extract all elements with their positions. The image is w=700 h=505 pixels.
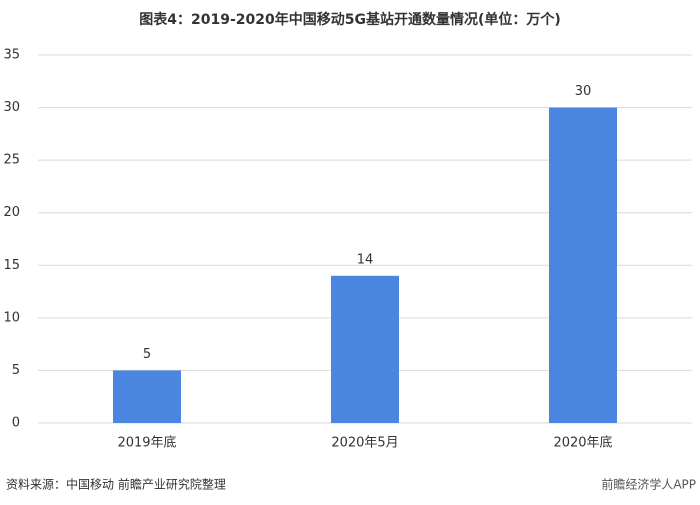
y-tick-label: 5	[12, 363, 20, 378]
y-tick-label: 35	[3, 48, 20, 63]
y-tick-label: 10	[3, 310, 20, 325]
bar	[113, 370, 181, 423]
y-tick-label: 20	[3, 205, 20, 220]
x-tick-label: 2020年底	[553, 435, 612, 451]
brand-label: 前瞻经济学人APP	[601, 477, 696, 492]
chart-title: 图表4：2019-2020年中国移动5G基站开通数量情况(单位：万个)	[139, 11, 561, 28]
value-label: 30	[575, 84, 592, 99]
bar	[331, 275, 399, 423]
y-tick-label: 15	[3, 258, 20, 273]
y-tick-label: 25	[3, 153, 20, 168]
value-label: 14	[357, 252, 374, 267]
x-tick-label: 2019年底	[117, 435, 176, 451]
value-label: 5	[143, 347, 151, 362]
source-note: 资料来源：中国移动 前瞻产业研究院整理	[6, 477, 226, 492]
y-tick-label: 30	[3, 100, 20, 115]
y-tick-label: 0	[12, 416, 20, 431]
bar	[549, 107, 617, 424]
x-tick-label: 2020年5月	[331, 436, 398, 451]
